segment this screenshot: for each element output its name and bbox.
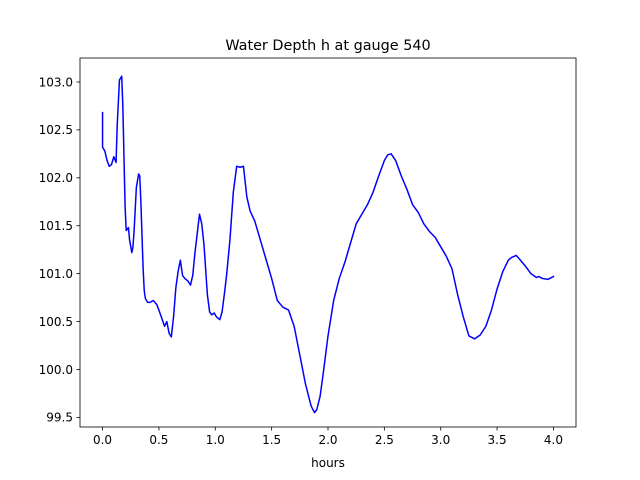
x-tick-label: 3.5 [488, 433, 507, 447]
x-tick-label: 1.5 [262, 433, 281, 447]
x-tick-label: 3.0 [431, 433, 450, 447]
y-tick-label: 100.5 [39, 315, 73, 329]
y-tick-label: 101.0 [39, 267, 73, 281]
y-tick-label: 100.0 [39, 363, 73, 377]
x-axis: 0.0 0.5 1.0 1.5 2.0 2.5 3.0 3.5 4.0 [93, 427, 563, 447]
x-tick-label: 0.5 [149, 433, 168, 447]
y-tick-label: 102.5 [39, 123, 73, 137]
x-tick-label: 4.0 [544, 433, 563, 447]
x-tick-label: 2.0 [318, 433, 337, 447]
x-axis-label: hours [311, 456, 345, 470]
y-axis: 99.5 100.0 100.5 101.0 101.5 102.0 102.5 103.0 [39, 75, 80, 425]
series-line-0 [101, 75, 555, 414]
y-tick-label: 99.5 [46, 411, 73, 425]
x-tick-label: 0.0 [93, 433, 112, 447]
x-tick-label: 1.0 [206, 433, 225, 447]
y-tick-label: 102.0 [39, 171, 73, 185]
y-tick-label: 103.0 [39, 75, 73, 89]
chart-title: Water Depth h at gauge 540 [225, 38, 430, 54]
y-tick-label: 101.5 [39, 219, 73, 233]
x-tick-label: 2.5 [375, 433, 394, 447]
